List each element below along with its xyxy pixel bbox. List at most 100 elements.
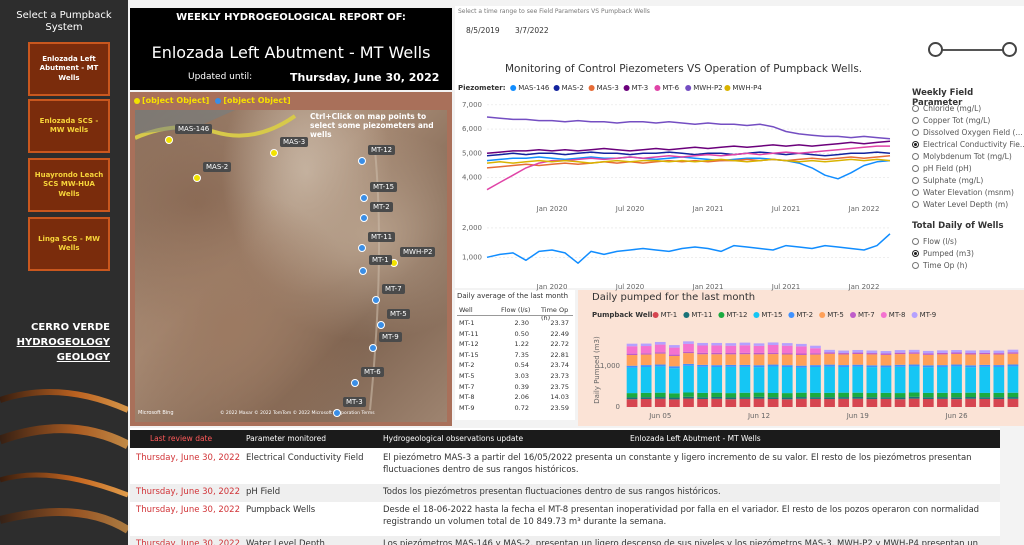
map-point-label[interactable]: MT-12 <box>368 145 395 155</box>
map-point-label[interactable]: MAS-3 <box>280 137 308 147</box>
observation: Desde el 18-06-2022 hasta la fecha el MT… <box>383 505 995 529</box>
radio-option[interactable]: Molybdenum Tot (mg/L) <box>912 152 1012 161</box>
radio-option[interactable]: Time Op (h) <box>912 261 967 270</box>
well-name: MT-2 <box>459 361 474 369</box>
table-value: 22.49 <box>541 330 569 338</box>
map-point-label[interactable]: MAS-146 <box>175 124 212 134</box>
brand: CERRO VERDE HYDROGEOLOGY GEOLOGY <box>10 320 110 365</box>
chart-title: Daily pumped for the last month <box>592 292 755 303</box>
radio[interactable] <box>912 117 919 124</box>
map-point-label[interactable]: MT-15 <box>370 182 397 192</box>
map-point[interactable] <box>377 321 385 329</box>
map-point[interactable] <box>193 174 201 182</box>
map-point[interactable] <box>165 136 173 144</box>
legend-dot <box>215 98 221 104</box>
system-button[interactable]: Huayrondo Leach SCS MW-HUA Wells <box>28 158 110 212</box>
map-point-label[interactable]: MT-6 <box>361 367 384 377</box>
radio[interactable] <box>912 165 919 172</box>
well-name: MT-5 <box>459 372 474 380</box>
radio[interactable] <box>912 141 919 148</box>
radio[interactable] <box>912 189 919 196</box>
column-header: Flow (l/s) <box>501 306 530 314</box>
system-button[interactable]: Enlozada Left Abutment - MT Wells <box>28 42 110 96</box>
observation: Los piezómetros MAS-146 y MAS-2, present… <box>383 539 995 545</box>
radio[interactable] <box>912 262 919 269</box>
observation: El piezómetro MAS-3 a partir del 16/05/2… <box>383 453 995 477</box>
map-point-label[interactable]: MWH-P2 <box>400 247 435 257</box>
radio-label: Electrical Conductivity Fie... <box>923 140 1024 149</box>
map-point[interactable] <box>358 244 366 252</box>
map-point-label[interactable]: MAS-2 <box>203 162 231 172</box>
table-value: 1.22 <box>501 340 529 348</box>
map-point-label[interactable]: MT-11 <box>368 232 395 242</box>
map-point-label[interactable]: MT-5 <box>387 309 410 319</box>
column-header: Last review date <box>150 434 212 443</box>
system-name: Enlozada Left Abutment - MT Wells <box>130 43 452 62</box>
radio[interactable] <box>912 250 919 257</box>
sidebar: Select a Pumpback System Enlozada Left A… <box>0 0 128 545</box>
map-point-label[interactable]: MT-1 <box>369 255 392 265</box>
map-point[interactable] <box>360 194 368 202</box>
map-point[interactable] <box>333 409 341 417</box>
radio[interactable] <box>912 201 919 208</box>
radio-label: pH Field (pH) <box>923 164 972 173</box>
map-point-label[interactable]: MT-9 <box>379 332 402 342</box>
map-point[interactable] <box>270 149 278 157</box>
brand-line: HYDROGEOLOGY <box>10 335 110 350</box>
map-point-label[interactable]: MT-7 <box>382 284 405 294</box>
radio[interactable] <box>912 238 919 245</box>
radio-option[interactable]: pH Field (pH) <box>912 164 972 173</box>
legend-item: [object Object] <box>215 96 290 105</box>
review-date: Thursday, June 30, 2022 <box>136 487 240 499</box>
slider-handle[interactable] <box>1002 42 1017 57</box>
table-value: 23.73 <box>541 372 569 380</box>
parameter: pH Field <box>246 487 280 499</box>
table-title: Daily average of the last month <box>457 292 568 300</box>
panel-title: Total Daily of Wells <box>912 221 1004 231</box>
radio-option[interactable]: Water Elevation (msnm) <box>912 188 1014 197</box>
map-point[interactable] <box>351 379 359 387</box>
table-value: 2.30 <box>501 319 529 327</box>
map-point[interactable] <box>360 214 368 222</box>
radio[interactable] <box>912 177 919 184</box>
slider-handle[interactable] <box>928 42 943 57</box>
table-value: 23.75 <box>541 383 569 391</box>
header-rule <box>457 315 573 316</box>
map-point[interactable] <box>372 296 380 304</box>
radio-option[interactable]: Chloride (mg/L) <box>912 104 981 113</box>
radio-label: Dissolved Oxygen Field (... <box>923 128 1023 137</box>
parameter: Pumpback Wells <box>246 505 315 517</box>
radio-label: Water Elevation (msnm) <box>923 188 1014 197</box>
system-button[interactable]: Linga SCS - MW Wells <box>28 217 110 271</box>
radio-option[interactable]: Electrical Conductivity Fie... <box>912 140 1024 149</box>
map-point[interactable] <box>369 344 377 352</box>
well-name: MT-1 <box>459 319 474 327</box>
radio-option[interactable]: Pumped (m3) <box>912 249 974 258</box>
radio-option[interactable]: Copper Tot (mg/L) <box>912 116 990 125</box>
radio-option[interactable]: Flow (l/s) <box>912 237 957 246</box>
map-point[interactable] <box>359 267 367 275</box>
map[interactable]: Ctrl+Click on map points to select some … <box>135 110 447 422</box>
radio-option[interactable]: Dissolved Oxygen Field (... <box>912 128 1023 137</box>
well-name: MT-15 <box>459 351 479 359</box>
slicer-end[interactable]: 3/7/2022 <box>515 26 549 35</box>
slicer-start[interactable]: 8/5/2019 <box>466 26 500 35</box>
parameter: Electrical Conductivity Field <box>246 453 364 465</box>
radio[interactable] <box>912 105 919 112</box>
map-point[interactable] <box>358 157 366 165</box>
radio[interactable] <box>912 153 919 160</box>
radio-option[interactable]: Water Level Depth (m) <box>912 200 1008 209</box>
radio-label: Pumped (m3) <box>923 249 974 258</box>
radio[interactable] <box>912 129 919 136</box>
updated-label: Updated until: <box>188 72 252 82</box>
radio-option[interactable]: Sulphate (mg/L) <box>912 176 983 185</box>
map-point-label[interactable]: MT-2 <box>370 202 393 212</box>
well-name: MT-8 <box>459 393 474 401</box>
map-panel: [object Object][object Object] Ctrl+Clic… <box>130 92 452 426</box>
well-name: MT-9 <box>459 404 474 412</box>
map-point-label[interactable]: MT-3 <box>343 397 366 407</box>
table-value: 22.81 <box>541 351 569 359</box>
system-button[interactable]: Enlozada SCS - MW Wells <box>28 99 110 153</box>
updated-date: Thursday, June 30, 2022 <box>290 71 439 84</box>
